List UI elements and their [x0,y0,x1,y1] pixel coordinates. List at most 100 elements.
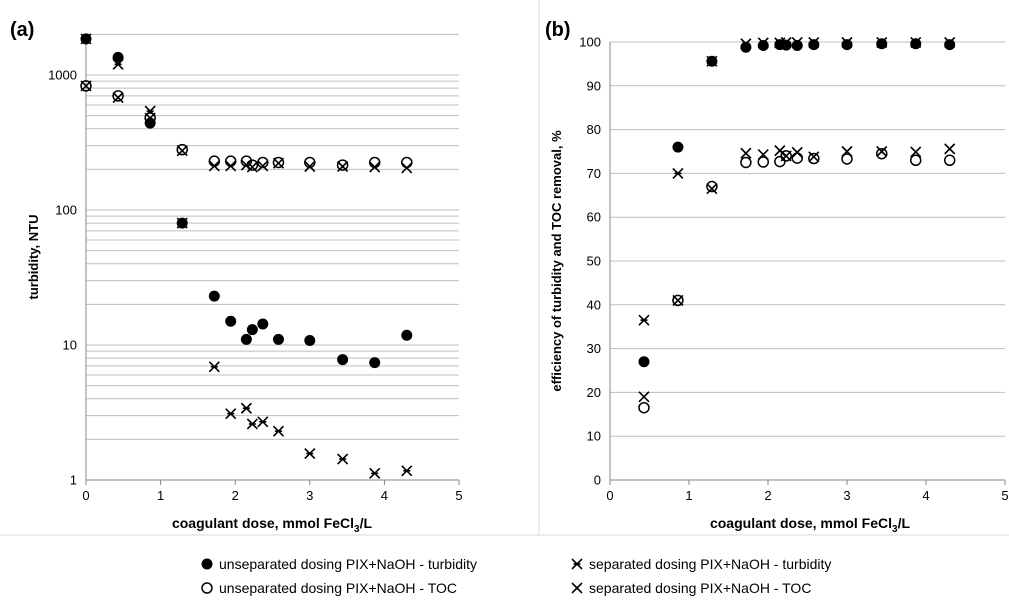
panel-a-point-x-cross [112,92,124,104]
legend-label-separated-turbidity: separated dosing PIX+NaOH - turbidity [589,556,831,572]
panel-a-point-x-cross [208,160,220,172]
panel-a-point-open-circle [401,156,413,169]
panel-a-point-x-cross-stroke-2 [80,80,92,92]
panel-b-y-tick-label: 0 [594,473,601,488]
panel-b-point-filled-circle-shape [841,39,853,51]
panel-a-point-filled-circle [401,329,413,341]
panel-b-point-open-circle [808,152,820,165]
panel-a-point-filled-circle [257,318,269,330]
panel-a-x-axis-label-main: coagulant dose, mmol FeCl [172,515,354,531]
panel-a-point-x-cross [369,161,381,173]
panel-a-point-x-cross [246,161,258,173]
panel-b-point-filled-circle-shape [876,38,888,50]
panel-b-point-open-circle [740,156,752,169]
panel-b-point-x-cross-stroke-2 [780,150,792,162]
panel-b-grid [610,41,1005,481]
panel-b-point-open-circle-shape [774,155,786,168]
panel-a-point-open-circle [336,159,349,171]
panel-b-point-open-circle-shape [780,150,792,162]
panel-b-y-tick-label: 50 [587,254,601,269]
panel-b-x-axis-label-main: coagulant dose, mmol FeCl [710,515,892,531]
panel-a-point-x-cross-stroke-2 [272,157,285,169]
panel-b-point-open-circle [943,154,956,167]
panel-a-point-x-cross [272,157,285,169]
panel-a-x-tick-label: 4 [381,488,388,503]
panel-b-point-filled-circle-shape [944,39,956,51]
panel-a-point-asterisk [208,361,220,373]
panel-a-point-open-circle [208,155,221,167]
panel-b-point-x-cross-stroke-2 [757,149,769,161]
panel-b-point-asterisk [740,38,752,50]
panel-b-point-asterisk [808,36,820,49]
panel-a-point-open-circle-shape [80,80,92,92]
panel-a-x-axis-label-tail: /L [360,515,373,531]
panel-a-point-filled-circle [225,315,237,327]
panel-a-point-filled-circle-shape [337,354,349,366]
panel-b-x-tick-label: 2 [764,488,771,503]
panel-a-point-open-circle [224,155,237,167]
panel-b-y-axis-label: efficiency of turbidity and TOC removal,… [549,130,564,392]
panel-b-x-axis-label-tail: /L [898,515,911,531]
panel-a-point-open-circle-shape [112,90,124,102]
panel-b-point-open-circle-shape [909,154,922,167]
panel-b-y-tick-label: 60 [587,210,601,225]
panel-a-point-filled-circle-shape [272,333,284,345]
panel-b-point-x-cross-stroke-2 [876,145,888,158]
panel-b-point-x-cross [706,183,718,195]
legend-label-separated-toc: separated dosing PIX+NaOH - TOC [589,580,811,596]
panel-b-point-open-circle-shape [740,156,752,169]
panel-a-point-filled-circle [272,333,284,345]
panel-b-x-tick-label: 5 [1001,488,1008,503]
panel-b-point-x-cross-stroke-2 [740,147,752,159]
panel-b-point-filled-circle [808,39,820,51]
panel-b-point-x-cross-stroke-2 [841,145,853,158]
legend-marker-x-cross-glyph-stroke-2 [571,582,583,594]
panel-b-point-open-circle [672,294,684,307]
panel-a-point-filled-circle [369,357,381,369]
panel-b-point-x-cross [780,150,792,162]
panel-b-x-axis-label: coagulant dose, mmol FeCl3/L [710,515,910,535]
panel-b-point-filled-circle [757,40,769,52]
panel-b-point-x-cross [808,151,820,163]
panel-a-point-asterisk [304,447,316,460]
panel-a-x-tick-label: 5 [455,488,462,503]
panel-a-point-filled-circle-shape [208,290,220,302]
panel-b-point-x-cross-stroke-2 [672,294,684,306]
panel-a-point-x-cross [304,160,316,173]
panel-a-point-x-cross [225,160,237,172]
legend-marker-open-circle [201,582,213,594]
panel-b-point-open-circle-shape [672,294,684,307]
legend-item-unseparated-turbidity: unseparated dosing PIX+NaOH - turbidity [201,556,477,572]
panel-b-point-asterisk [638,314,650,326]
panel-a-point-x-cross-stroke-2 [225,160,237,172]
panel-b-point-filled-circle [944,39,956,51]
legend-marker-open-circle-glyph-shape [201,582,213,594]
panel-a-point-filled-circle-shape [369,357,381,369]
panel-a-x-tick-label: 1 [157,488,164,503]
panel-a-y-tick-label: 100 [55,203,77,218]
panel-a-y-tick-label: 1 [70,473,77,488]
panel-a-point-open-circle-shape [272,156,285,169]
panel-a-point-x-cross-stroke-2 [257,160,269,172]
panel-b-point-filled-circle [876,38,888,50]
panel-b-point-filled-circle-shape [808,39,820,51]
panel-a-point-open-circle-shape [401,156,413,169]
panel-b-x-tick-label: 0 [606,488,613,503]
panel-a-point-open-circle [80,80,92,92]
legend-item-unseparated-toc: unseparated dosing PIX+NaOH - TOC [201,580,457,596]
panel-b-point-filled-circle [841,39,853,51]
panel-b-point-open-circle [876,147,888,160]
panel-a-point-open-circle [272,156,285,169]
panel-b-y-tick-label: 30 [587,341,601,356]
panel-a-point-asterisk [80,33,92,45]
panel-a-point-filled-circle [304,334,316,346]
panel-b-point-open-circle-shape [876,147,888,160]
panel-a-point-asterisk [401,465,413,477]
panel-a-point-x-cross-stroke-2 [240,159,252,171]
panel-b-point-x-cross-stroke-2 [944,143,956,155]
